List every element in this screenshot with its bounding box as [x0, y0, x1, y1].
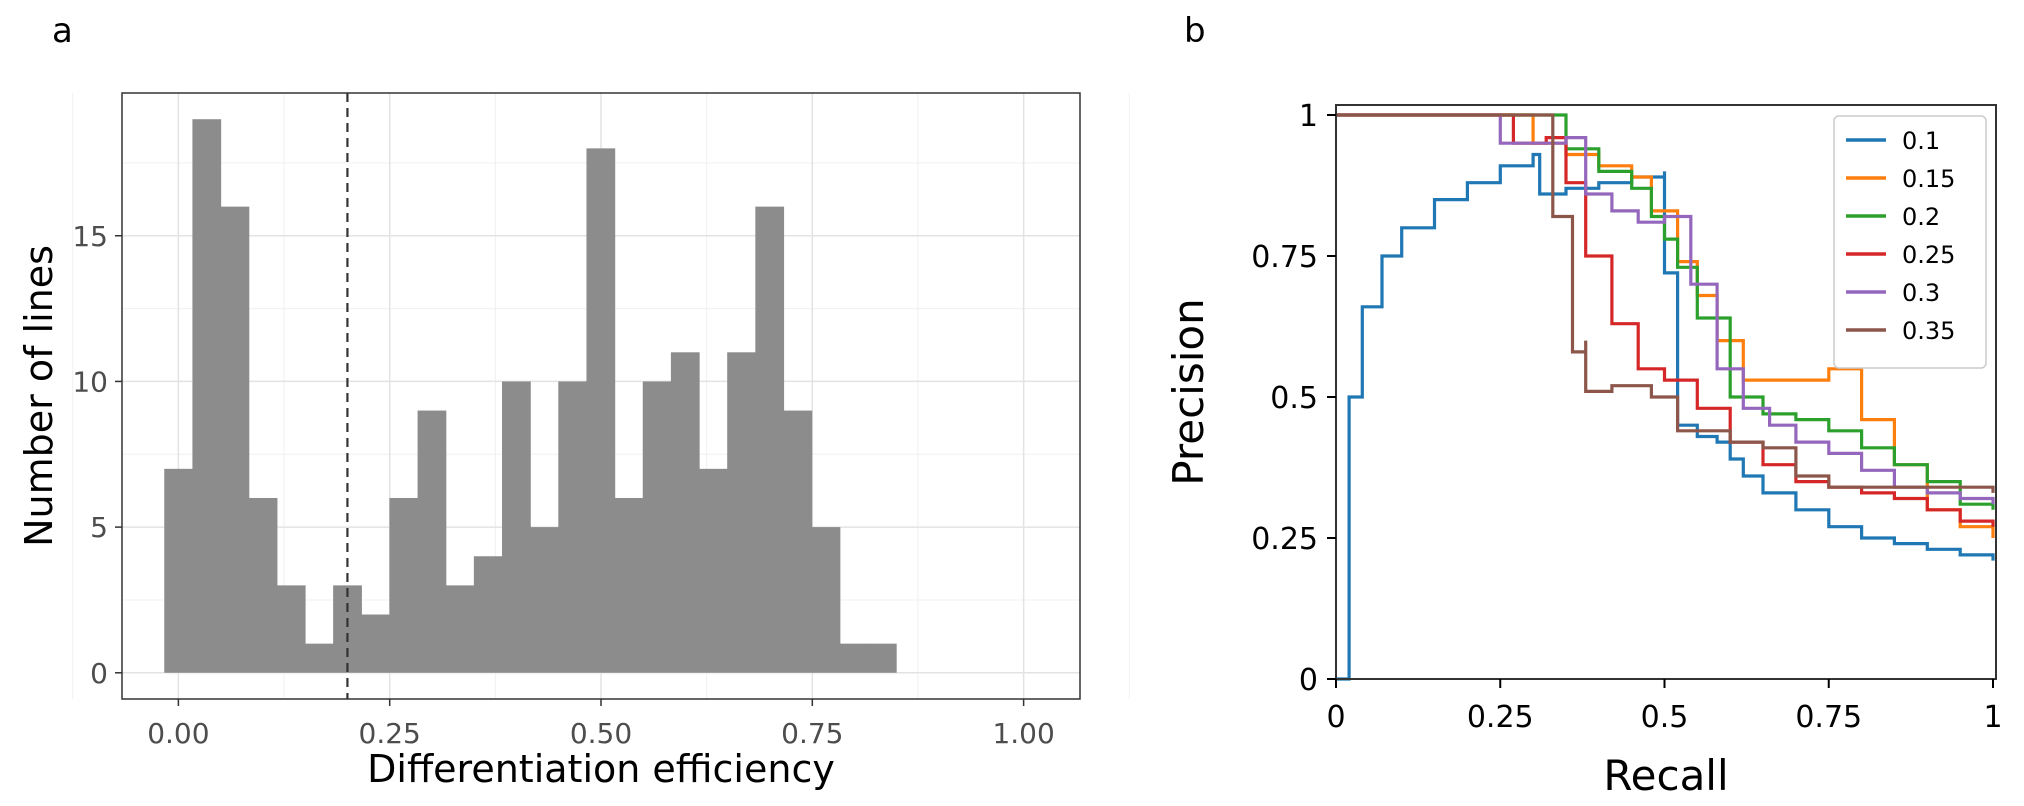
panel-label-a: a	[52, 11, 73, 51]
histogram-y-axis-title: Number of lines	[17, 245, 61, 547]
legend-label: 0.15	[1902, 165, 1955, 193]
histogram-bar	[445, 585, 475, 673]
histogram-bars	[164, 119, 897, 673]
histogram-bar	[727, 352, 756, 673]
x-tick-label: 0.75	[781, 717, 843, 750]
histogram-bar	[699, 468, 728, 673]
histogram-bar	[192, 119, 222, 673]
legend-label: 0.25	[1902, 241, 1955, 269]
histogram-bar	[586, 148, 616, 673]
panel-label-b: b	[1184, 11, 1206, 51]
x-tick-label: 0	[1326, 700, 1345, 735]
legend-label: 0.1	[1902, 127, 1940, 155]
histogram-y-ticks: 0 5 10 15	[72, 220, 122, 690]
pr-series-lines	[1336, 113, 1995, 681]
y-tick-label: 0	[90, 657, 108, 690]
legend-label: 0.35	[1902, 317, 1955, 345]
histogram-bar	[361, 614, 391, 673]
x-tick-label: 0.5	[1641, 700, 1689, 735]
histogram-bar	[502, 381, 531, 673]
y-tick-label: 0.75	[1251, 240, 1318, 275]
histogram-bar	[670, 352, 700, 673]
histogram-chart: 0.00 0.25 0.50 0.75 1.00 0 5 10 15 Differentiat…	[17, 92, 1130, 791]
x-tick-label: 1.00	[992, 717, 1054, 750]
legend-label: 0.2	[1902, 203, 1940, 231]
x-tick-label: 0.25	[1467, 700, 1534, 735]
y-tick-label: 0.25	[1251, 522, 1318, 557]
x-tick-label: 0.00	[147, 717, 209, 750]
y-tick-label: 1	[1299, 99, 1318, 134]
pr-legend: 0.1 0.15 0.2 0.25 0.3 0.35	[1833, 115, 1987, 369]
histogram-bar	[333, 585, 362, 673]
histogram-bar	[304, 643, 334, 673]
histogram-bar	[811, 527, 841, 673]
precision-recall-chart: 0 0.25 0.5 0.75 1 0 0.25 0.5 0.75 1 Recall Preci…	[1164, 99, 2003, 800]
legend-label: 0.3	[1902, 279, 1940, 307]
pr-y-axis-title: Precision	[1164, 298, 1213, 485]
histogram-bar	[642, 381, 672, 673]
x-tick-label: 1	[1983, 700, 2002, 735]
histogram-bar	[248, 497, 278, 673]
pr-y-ticks: 0 0.25 0.5 0.75 1	[1251, 99, 1336, 698]
histogram-bar	[473, 556, 503, 673]
x-tick-label: 0.50	[570, 717, 632, 750]
y-tick-label: 10	[72, 365, 108, 398]
histogram-bar	[839, 643, 869, 673]
y-tick-label: 0	[1299, 663, 1318, 698]
histogram-bar	[755, 206, 785, 673]
histogram-bar	[164, 468, 194, 673]
pr-series-line	[1336, 113, 1995, 510]
histogram-bar	[867, 643, 897, 673]
histogram-bar	[783, 410, 813, 673]
histogram-bar	[558, 381, 588, 673]
pr-x-ticks: 0 0.25 0.5 0.75 1	[1326, 679, 2003, 735]
histogram-bar	[530, 527, 559, 673]
x-tick-label: 0.75	[1795, 700, 1862, 735]
y-tick-label: 0.5	[1270, 381, 1318, 416]
pr-series-line	[1336, 113, 1995, 527]
histogram-bar	[614, 497, 644, 673]
histogram-bar	[417, 410, 447, 673]
y-tick-label: 15	[72, 220, 108, 253]
pr-plot-border	[1335, 104, 1997, 680]
pr-x-axis-title: Recall	[1603, 751, 1728, 800]
pr-series-line	[1336, 113, 1995, 493]
histogram-bar	[220, 206, 250, 673]
histogram-x-axis-title: Differentiation efficiency	[367, 747, 835, 791]
histogram-bar	[389, 497, 419, 673]
histogram-bar	[276, 585, 306, 673]
histogram-x-ticks: 0.00 0.25 0.50 0.75 1.00	[147, 699, 1055, 750]
x-tick-label: 0.25	[359, 717, 421, 750]
y-tick-label: 5	[90, 511, 108, 544]
